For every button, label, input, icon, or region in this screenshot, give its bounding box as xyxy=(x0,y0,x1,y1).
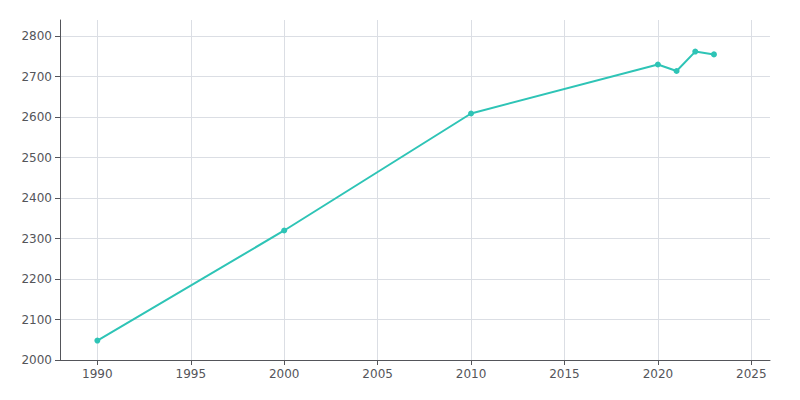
svg-text:2500: 2500 xyxy=(21,151,52,165)
svg-text:2000: 2000 xyxy=(21,353,52,367)
svg-text:2100: 2100 xyxy=(21,313,52,327)
svg-text:2015: 2015 xyxy=(549,367,580,381)
svg-text:2005: 2005 xyxy=(362,367,393,381)
svg-text:2700: 2700 xyxy=(21,70,52,84)
svg-text:2400: 2400 xyxy=(21,191,52,205)
svg-text:1990: 1990 xyxy=(82,367,113,381)
svg-text:1995: 1995 xyxy=(176,367,207,381)
svg-text:2000: 2000 xyxy=(269,367,300,381)
svg-text:2010: 2010 xyxy=(456,367,487,381)
svg-text:2300: 2300 xyxy=(21,232,52,246)
svg-text:2200: 2200 xyxy=(21,272,52,286)
svg-text:2025: 2025 xyxy=(736,367,767,381)
svg-text:2800: 2800 xyxy=(21,29,52,43)
svg-text:2600: 2600 xyxy=(21,110,52,124)
svg-text:2020: 2020 xyxy=(643,367,674,381)
